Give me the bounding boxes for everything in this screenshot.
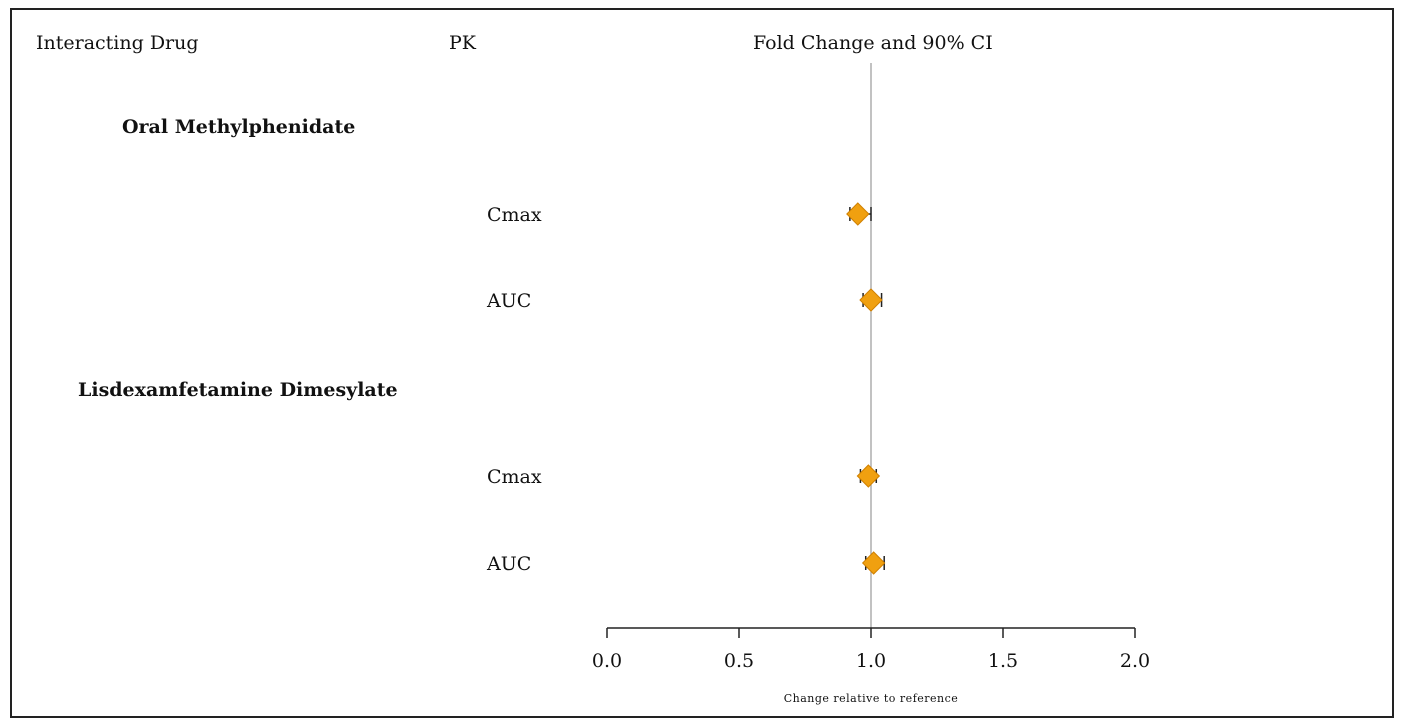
x-tick-label: 1.0 <box>856 650 886 672</box>
header-pk: PK <box>449 32 477 54</box>
group-label-oral-methylphenidate: Oral Methylphenidate <box>122 116 355 138</box>
figure-frame <box>10 8 1394 718</box>
point-estimate-marker <box>846 202 870 226</box>
x-tick-label: 0.0 <box>592 650 622 672</box>
point-estimate-marker <box>859 288 883 312</box>
forest-rows: Cmax AUC Cmax AUC <box>486 202 886 575</box>
x-tick-label: 2.0 <box>1120 650 1150 672</box>
forest-row: AUC <box>486 551 886 575</box>
x-tick-label: 1.5 <box>988 650 1018 672</box>
pk-label: Cmax <box>487 204 542 226</box>
x-axis: 0.0 0.5 1.0 1.5 2.0 Change relative to refere… <box>592 627 1150 705</box>
header-fold-change: Fold Change and 90% CI <box>753 32 993 54</box>
forest-row: Cmax <box>487 464 881 488</box>
point-estimate-marker <box>861 551 886 575</box>
pk-label: AUC <box>486 553 531 575</box>
group-label-lisdexamfetamine-dimesylate: Lisdexamfetamine Dimesylate <box>78 379 398 401</box>
forest-row: AUC <box>486 288 883 312</box>
forest-row: Cmax <box>487 202 872 226</box>
pk-label: Cmax <box>487 466 542 488</box>
header-interacting-drug: Interacting Drug <box>36 32 199 54</box>
pk-label: AUC <box>486 290 531 312</box>
point-estimate-marker <box>856 464 881 488</box>
x-axis-title: Change relative to reference <box>784 692 959 705</box>
x-tick-label: 0.5 <box>724 650 754 672</box>
